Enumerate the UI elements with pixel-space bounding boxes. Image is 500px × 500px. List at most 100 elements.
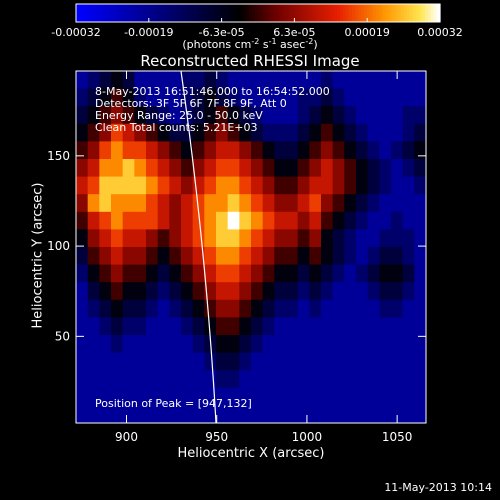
heatmap-cell — [367, 299, 380, 318]
heatmap-cell — [157, 247, 170, 266]
heatmap-cell — [181, 387, 194, 406]
colorbar-segment — [188, 4, 192, 22]
heatmap-cell — [356, 123, 369, 142]
heatmap-cell — [76, 299, 89, 318]
heatmap-cell — [262, 141, 275, 160]
heatmap-cell — [146, 141, 159, 160]
heatmap-cell — [157, 387, 170, 406]
chart-title: Reconstructed RHESSI Image — [140, 52, 360, 70]
heatmap-cell — [391, 299, 404, 318]
heatmap-cell — [216, 141, 229, 160]
colorbar-segment — [236, 4, 241, 22]
heatmap-cell — [216, 282, 229, 301]
heatmap-cell — [111, 352, 124, 371]
heatmap-cell — [169, 88, 182, 107]
heatmap-cell — [216, 405, 229, 424]
heatmap-cell — [332, 194, 345, 213]
colorbar-segment — [112, 4, 117, 22]
colorbar-segment — [91, 4, 95, 22]
heatmap-cell — [122, 176, 135, 195]
heatmap-cell — [169, 335, 182, 354]
heatmap-cell — [181, 264, 194, 283]
heatmap-cell — [146, 387, 159, 406]
heatmap-cell — [76, 71, 89, 90]
heatmap-cell — [251, 299, 264, 318]
colorbar-segment — [276, 4, 280, 22]
heatmap-cell — [332, 282, 345, 301]
colorbar-segment — [415, 4, 420, 22]
heatmap-cell — [239, 317, 252, 336]
heatmap-cell — [379, 299, 392, 318]
colorbar-segment — [79, 4, 83, 22]
heatmap-cell — [87, 387, 100, 406]
heatmap-cell — [391, 123, 404, 142]
heatmap-cell — [274, 159, 287, 178]
heatmap-cell — [157, 159, 170, 178]
heatmap-cell — [379, 71, 392, 90]
heatmap-cell — [309, 405, 322, 424]
colorbar-segment — [230, 4, 235, 22]
heatmap-cell — [76, 370, 89, 389]
heatmap-cell — [216, 317, 229, 336]
colorbar-segment — [424, 4, 429, 22]
heatmap-cell — [192, 106, 205, 125]
heatmap-cell — [134, 176, 147, 195]
heatmap-cell — [332, 264, 345, 283]
heatmap-cell — [344, 176, 357, 195]
heatmap-cell — [367, 405, 380, 424]
heatmap-cell — [356, 194, 369, 213]
colorbar-segment — [136, 4, 141, 22]
heatmap-cell — [111, 299, 124, 318]
heatmap-cell — [309, 71, 322, 90]
heatmap-cell — [321, 88, 334, 107]
heatmap-cell — [204, 159, 217, 178]
heatmap-cell — [286, 352, 299, 371]
heatmap-cell — [391, 387, 404, 406]
heatmap-cell — [332, 211, 345, 230]
heatmap-cell — [87, 317, 100, 336]
heatmap-cell — [216, 194, 229, 213]
heatmap-cell — [76, 106, 89, 125]
heatmap-cell — [251, 194, 264, 213]
y-tick-label: 50 — [55, 329, 70, 343]
heatmap-cell — [262, 71, 275, 90]
heatmap-cell — [391, 141, 404, 160]
heatmap-cell — [111, 405, 124, 424]
heatmap-cell — [391, 352, 404, 371]
heatmap-cell — [402, 176, 415, 195]
heatmap-cell — [76, 247, 89, 266]
x-tick-label: 900 — [115, 430, 138, 444]
heatmap-cell — [367, 194, 380, 213]
heatmap-cell — [251, 141, 264, 160]
heatmap-cell — [76, 123, 89, 142]
heatmap-cell — [402, 211, 415, 230]
heatmap-cell — [414, 211, 427, 230]
heatmap-cell — [332, 352, 345, 371]
heatmap-cell — [332, 88, 345, 107]
heatmap-cell — [356, 88, 369, 107]
heatmap-cell — [262, 123, 275, 142]
heatmap-cell — [204, 370, 217, 389]
colorbar-segment — [130, 4, 135, 22]
heatmap-cell — [251, 264, 264, 283]
heatmap-cell — [134, 88, 147, 107]
heatmap-cell — [239, 71, 252, 90]
heatmap-cell — [297, 247, 310, 266]
heatmap-cell — [344, 299, 357, 318]
heatmap-cell — [251, 211, 264, 230]
colorbar-segment — [391, 4, 396, 22]
heatmap-cell — [321, 211, 334, 230]
colorbar-segment — [170, 4, 174, 22]
heatmap-cell — [192, 141, 205, 160]
heatmap-cell — [251, 352, 264, 371]
heatmap-cell — [134, 264, 147, 283]
heatmap-cell — [402, 264, 415, 283]
heatmap-cell — [297, 317, 310, 336]
heatmap-cell — [274, 211, 287, 230]
heatmap-cell — [76, 141, 89, 160]
heatmap-cell — [122, 335, 135, 354]
heatmap-cell — [286, 335, 299, 354]
heatmap-cell — [99, 176, 112, 195]
heatmap-cell — [414, 335, 427, 354]
heatmap-cell — [157, 123, 170, 142]
